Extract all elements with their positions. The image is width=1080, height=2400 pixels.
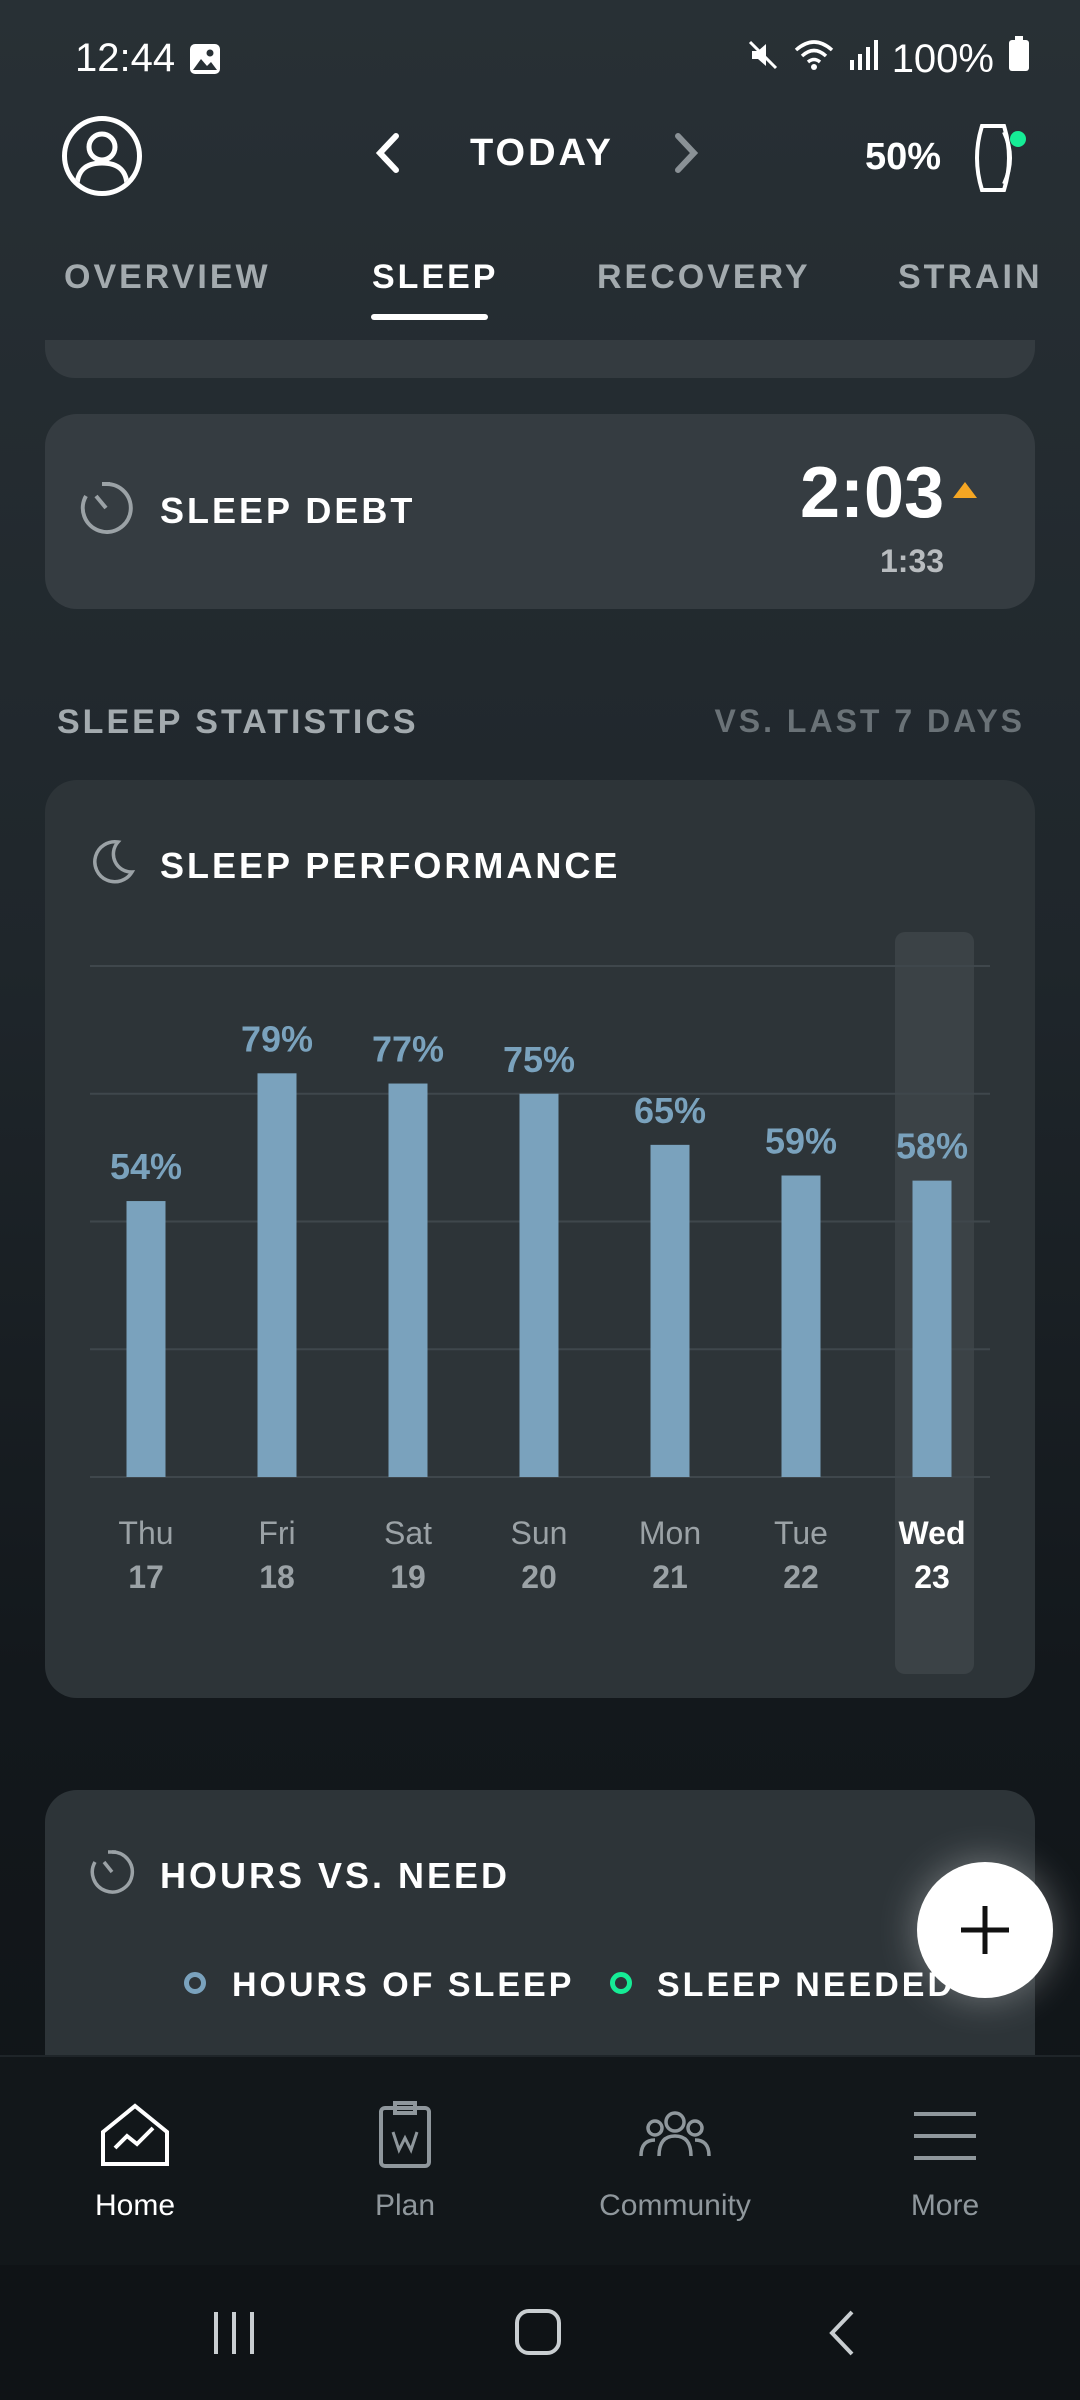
nav-more-label: More: [910, 2189, 980, 2222]
bar-value-label: 75%: [503, 1039, 575, 1080]
bar-thu[interactable]: [126, 1201, 166, 1477]
chevron-left-icon: [375, 133, 399, 173]
bar-wed[interactable]: [912, 1180, 952, 1477]
status-time: 12:44: [75, 36, 176, 80]
nav-more[interactable]: More: [845, 2100, 1045, 2223]
back-icon: [829, 2310, 854, 2356]
tab-overview[interactable]: OVERVIEW: [64, 258, 271, 296]
person-icon: [74, 131, 130, 188]
battery-icon: [1008, 36, 1030, 82]
home-chart-icon: [101, 2103, 169, 2166]
sleep-performance-title: SLEEP PERFORMANCE: [160, 845, 621, 886]
x-tick-date: 20: [521, 1559, 557, 1595]
clipboard-icon: [379, 2101, 431, 2168]
sleep-debt-label: SLEEP DEBT: [160, 490, 416, 531]
bar-sat[interactable]: [388, 1083, 428, 1477]
x-tick-day: Wed: [899, 1515, 966, 1551]
people-icon: [639, 2111, 711, 2157]
x-tick-date: 22: [783, 1559, 819, 1595]
clock-icon: [88, 1848, 136, 1901]
tab-strain[interactable]: STRAIN: [898, 258, 1043, 296]
comparison-toggle[interactable]: VS. LAST 7 DAYS: [714, 703, 1025, 739]
strap-icon[interactable]: [968, 120, 1028, 201]
x-tick-day: Tue: [774, 1515, 828, 1551]
status-icons: 100%: [746, 36, 1030, 82]
battery-text: 100%: [891, 36, 994, 81]
x-tick-day: Sat: [384, 1515, 432, 1551]
legend-sleep-needed: SLEEP NEEDED: [657, 1966, 956, 2004]
add-activity-button[interactable]: [917, 1862, 1053, 1998]
moon-icon: [88, 838, 136, 891]
bar-mon[interactable]: [650, 1144, 690, 1477]
section-title: SLEEP STATISTICS: [57, 703, 419, 741]
strap-battery: 50%: [865, 136, 942, 178]
nav-community-label: Community: [599, 2189, 751, 2222]
hours-vs-need-title: HOURS VS. NEED: [160, 1855, 511, 1896]
chevron-right-icon: [675, 133, 699, 173]
home-button[interactable]: [514, 2308, 562, 2361]
sleep-debt-value: 2:03: [800, 453, 945, 533]
active-tab-indicator: [371, 314, 488, 320]
x-tick-day: Mon: [639, 1515, 701, 1551]
x-tick-date: 17: [128, 1559, 164, 1595]
bar-fri[interactable]: [257, 1073, 297, 1477]
menu-icon: [914, 2112, 976, 2160]
x-tick-day: Fri: [258, 1515, 295, 1551]
tab-recovery[interactable]: RECOVERY: [597, 258, 811, 296]
nav-plan[interactable]: Plan: [305, 2100, 505, 2223]
plus-icon: [961, 1906, 1009, 1954]
sleep-debt-card[interactable]: [45, 414, 1035, 609]
x-tick-date: 23: [914, 1559, 950, 1595]
tab-sleep[interactable]: SLEEP: [372, 258, 499, 296]
clock-icon: [78, 480, 134, 541]
nav-plan-label: Plan: [374, 2189, 436, 2222]
profile-avatar[interactable]: [62, 116, 142, 196]
date-title[interactable]: TODAY: [470, 132, 614, 174]
previous-day-button[interactable]: [372, 130, 402, 187]
bar-value-label: 65%: [634, 1090, 706, 1131]
bottom-navigation: [0, 2055, 1080, 2265]
previous-card-edge: [45, 340, 1035, 378]
nav-home-label: Home: [94, 2189, 176, 2222]
trend-up-icon: [953, 482, 977, 498]
nav-home[interactable]: Home: [35, 2100, 235, 2223]
x-tick-date: 18: [259, 1559, 295, 1595]
image-icon: [188, 42, 222, 81]
sleep-performance-chart: 54% Thu 17 79% Fri 18 77% Sat 19 75% Sun 20 65% Mon 21…: [90, 965, 990, 1595]
bar-value-label: 59%: [765, 1121, 837, 1162]
x-tick-day: Thu: [118, 1515, 173, 1551]
bar-tue[interactable]: [781, 1175, 821, 1477]
system-navigation: [0, 2265, 1080, 2400]
bar-sun[interactable]: [519, 1093, 559, 1477]
x-tick-date: 21: [652, 1559, 688, 1595]
signal-icon: [848, 37, 878, 82]
x-tick-day: Sun: [511, 1515, 568, 1551]
legend-dot-needed: [610, 1972, 632, 1994]
bar-value-label: 77%: [372, 1029, 444, 1070]
home-outline-icon: [515, 2309, 561, 2355]
x-tick-date: 19: [390, 1559, 426, 1595]
bar-value-label: 54%: [110, 1146, 182, 1187]
bar-value-label: 79%: [241, 1018, 313, 1059]
mute-icon: [746, 37, 780, 82]
legend-hours-of-sleep: HOURS OF SLEEP: [232, 1966, 575, 2004]
sleep-debt-previous: 1:33: [880, 543, 945, 579]
recent-apps-button[interactable]: [210, 2310, 258, 2361]
bar-value-label: 58%: [896, 1126, 968, 1167]
nav-community[interactable]: Community: [575, 2100, 775, 2223]
wifi-icon: [794, 37, 834, 82]
back-button[interactable]: [826, 2308, 856, 2363]
legend-dot-hours: [184, 1972, 206, 1994]
next-day-button[interactable]: [672, 130, 702, 187]
hours-vs-need-card[interactable]: [45, 1790, 1035, 2090]
recents-icon: [214, 2312, 254, 2354]
